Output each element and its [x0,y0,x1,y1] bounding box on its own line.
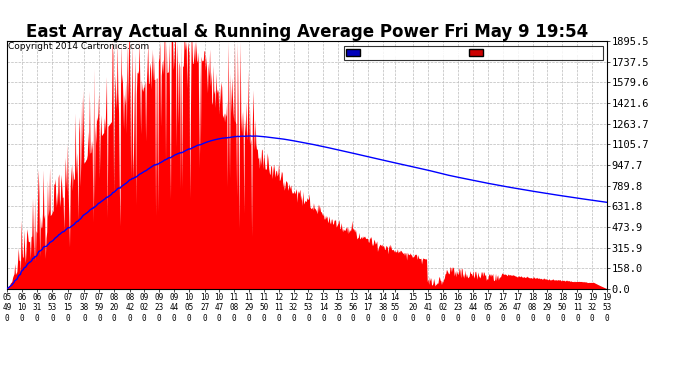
Legend: Average  (DC Watts), East Array  (DC Watts): Average (DC Watts), East Array (DC Watts… [344,46,602,60]
Text: Copyright 2014 Cartronics.com: Copyright 2014 Cartronics.com [8,42,148,51]
Title: East Array Actual & Running Average Power Fri May 9 19:54: East Array Actual & Running Average Powe… [26,23,588,41]
